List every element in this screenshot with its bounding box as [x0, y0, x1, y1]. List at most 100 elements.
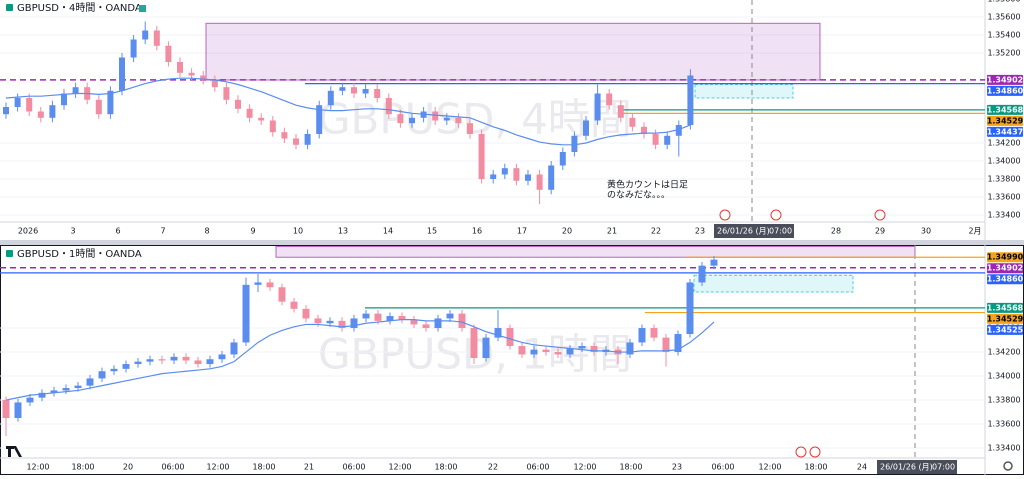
event-icon[interactable]: [770, 209, 782, 221]
candle-body: [293, 138, 299, 145]
x-tick-label: 13: [338, 227, 348, 236]
candle-body: [470, 328, 478, 359]
y-tick-label: 1.33800: [987, 396, 1020, 405]
y-tick-label: 1.34200: [987, 138, 1020, 147]
candle-body: [304, 133, 311, 145]
price-tag: [987, 313, 1023, 324]
candle-body: [374, 88, 381, 98]
candle-body: [590, 346, 598, 353]
y-tick-label: 1.35800: [987, 0, 1020, 4]
price-tag-label: 1.34525: [987, 325, 1024, 334]
candle-body: [98, 371, 106, 379]
flag-icon[interactable]: [139, 5, 146, 12]
candle-body: [37, 111, 44, 118]
x-tick-label: 29: [875, 227, 885, 236]
candle-body: [559, 151, 566, 166]
price-tag: [987, 115, 1023, 126]
y-tick-label: 1.35400: [987, 31, 1020, 40]
watermark: GBPUSD, 4時間: [318, 95, 632, 144]
candle-body: [432, 111, 439, 121]
candle-body: [506, 328, 514, 347]
x-tick-label: 21: [607, 227, 617, 236]
chart-title: GBPUSD・4時間・OANDA: [17, 2, 142, 14]
candle-body: [397, 114, 404, 124]
x-tick-label: 18:00: [252, 463, 275, 472]
candle-body: [422, 324, 430, 329]
x-tick-label: 23: [695, 227, 705, 236]
candle-body: [386, 316, 394, 321]
price-tag-label: 1.34437: [987, 127, 1023, 136]
x-tick-label: 21: [304, 463, 314, 472]
candle-body: [302, 308, 310, 319]
event-icon[interactable]: [874, 209, 886, 221]
candle-body: [314, 318, 322, 324]
candle-body: [687, 75, 694, 125]
candle-body: [110, 368, 118, 372]
crosshair-date: 26/01/26 (月): [717, 227, 770, 236]
candle-body: [230, 342, 238, 355]
candle-body: [49, 105, 56, 118]
x-tick-label: 6: [115, 227, 120, 236]
event-icon[interactable]: [809, 446, 821, 458]
settings-icon[interactable]: [1003, 461, 1013, 471]
price-tag-label: 1.34529: [987, 116, 1024, 125]
candle-body: [525, 174, 531, 181]
candle-body: [316, 105, 323, 134]
event-icon[interactable]: [795, 446, 807, 458]
candle-body: [594, 93, 601, 121]
x-tick-label: 18:00: [804, 463, 827, 472]
candle-body: [455, 117, 462, 124]
symbol-icon[interactable]: [6, 250, 13, 257]
candle-body: [650, 328, 658, 338]
x-tick-label: 28: [831, 227, 841, 236]
x-tick-label: 12:00: [388, 463, 411, 472]
candle-body: [130, 39, 137, 58]
pane-separator: [0, 240, 1024, 245]
x-tick-label: 06:00: [161, 463, 184, 472]
candle-body: [61, 93, 67, 106]
crosshair-time: 07:00: [769, 227, 792, 236]
candle-body: [583, 120, 589, 136]
candle-body: [266, 282, 274, 288]
moving-average: [5, 319, 715, 401]
candle-body: [74, 385, 82, 389]
price-zone: [205, 22, 821, 81]
x-tick-label: 16: [472, 227, 482, 236]
price-tag: [987, 252, 1023, 263]
price-tag: [987, 85, 1023, 96]
x-tick-label: 15: [427, 227, 437, 236]
candle-body: [242, 284, 250, 343]
chart-title: GBPUSD・1時間・OANDA: [17, 248, 142, 260]
x-tick-label: 8: [204, 227, 209, 236]
candle-body: [223, 87, 230, 100]
event-icon[interactable]: [719, 209, 731, 221]
candle-body: [194, 360, 202, 365]
y-tick-label: 1.35600: [987, 13, 1020, 22]
candle-body: [177, 62, 183, 73]
moving-average: [5, 77, 691, 146]
candle-body: [351, 87, 357, 94]
x-tick-label: 17: [517, 227, 527, 236]
candle-body: [327, 90, 334, 106]
candle-body: [153, 30, 160, 46]
tradingview-logo[interactable]: [6, 446, 22, 457]
candle-body: [641, 126, 647, 134]
candle-body: [662, 337, 670, 353]
price-tag-label: 1.34860: [987, 275, 1024, 284]
symbol-icon[interactable]: [6, 4, 13, 11]
x-tick-label: 7: [160, 227, 165, 236]
candle-body: [158, 359, 166, 361]
x-tick-label: 06:00: [342, 463, 365, 472]
y-tick-label: 1.33400: [987, 444, 1020, 453]
price-tag: [987, 324, 1023, 335]
price-tag-label: 1.34529: [987, 314, 1024, 323]
x-tick-label: 06:00: [526, 463, 549, 472]
x-tick-label: 24: [857, 463, 867, 472]
candle-body: [467, 123, 473, 134]
crosshair-date: 26/01/26 (月): [880, 463, 933, 472]
candle-body: [338, 320, 346, 329]
candle-body: [434, 318, 442, 329]
candle-body: [254, 282, 262, 285]
event-icons: [719, 209, 886, 458]
candle-body: [566, 348, 574, 355]
